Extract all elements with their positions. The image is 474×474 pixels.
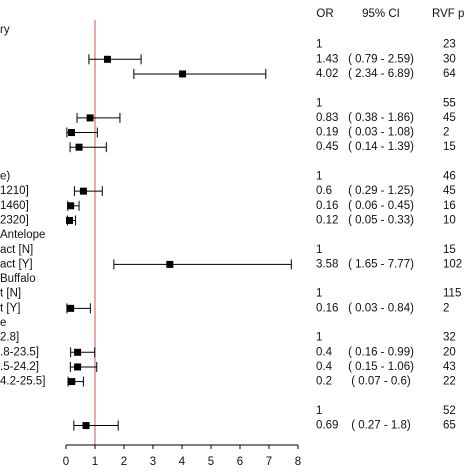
or-value: 0.69 <box>316 420 338 432</box>
ci-label: ( 0.79 - 2.59) <box>348 53 414 65</box>
or-marker <box>79 187 87 195</box>
or-value: 0.12 <box>316 214 338 226</box>
p-value: 45 <box>443 112 456 124</box>
x-tick-label: 5 <box>208 456 214 468</box>
or-value: 4.02 <box>316 68 338 80</box>
p-value: 32 <box>443 332 456 344</box>
or-value: 0.16 <box>316 200 338 212</box>
or-marker <box>82 422 90 430</box>
or-value: 1 <box>316 171 322 183</box>
ci-label: ( 0.14 - 1.39) <box>348 141 414 153</box>
p-value: 43 <box>443 361 456 373</box>
or-marker <box>67 304 75 312</box>
or-marker <box>103 55 111 63</box>
or-value: 1 <box>316 288 322 300</box>
or-value: 0.4 <box>316 361 333 373</box>
ci-label: ( 0.29 - 1.25) <box>348 185 414 197</box>
or-marker <box>166 260 174 268</box>
p-value: 10 <box>443 214 456 226</box>
or-value: 1.43 <box>316 53 338 65</box>
ci-label: ( 1.65 - 7.77) <box>348 258 414 270</box>
x-tick-label: 4 <box>179 456 186 468</box>
x-tick-label: 6 <box>237 456 243 468</box>
p-value: 23 <box>443 39 456 51</box>
or-marker <box>67 202 75 210</box>
p-value: 45 <box>443 185 456 197</box>
ci-label: ( 0.27 - 1.8) <box>351 420 411 432</box>
p-value: 2 <box>443 302 449 314</box>
p-value: 15 <box>443 141 456 153</box>
ci-label: ( 0.03 - 0.84) <box>348 302 414 314</box>
or-marker <box>74 363 82 371</box>
row-label: 4.2-25.5] <box>0 376 45 388</box>
row-label: 1210] <box>0 185 29 197</box>
p-value: 65 <box>443 420 456 432</box>
x-tick-label: 2 <box>121 456 127 468</box>
or-value: 1 <box>316 332 322 344</box>
x-tick-label: 7 <box>266 456 272 468</box>
x-tick-label: 0 <box>63 456 69 468</box>
or-value: 1 <box>316 244 322 256</box>
row-label: e <box>0 317 6 329</box>
p-value: 46 <box>443 171 456 183</box>
x-tick-label: 8 <box>295 456 301 468</box>
row-label: Buffalo <box>0 273 36 285</box>
column-header: 95% CI <box>362 8 400 20</box>
ci-label: ( 0.07 - 0.6) <box>351 376 411 388</box>
p-value: 20 <box>443 346 456 358</box>
row-label: Antelope <box>0 229 45 241</box>
or-value: 0.6 <box>316 185 332 197</box>
or-marker <box>179 70 187 78</box>
or-value: 0.4 <box>316 346 333 358</box>
or-value: 0.83 <box>316 112 338 124</box>
or-value: 1 <box>316 97 322 109</box>
row-label: 2.8] <box>0 332 19 344</box>
ci-label: ( 2.34 - 6.89) <box>348 68 414 80</box>
p-value: 30 <box>443 53 456 65</box>
or-marker <box>68 378 76 386</box>
column-header: OR <box>316 8 333 20</box>
row-label: ry <box>0 24 10 36</box>
p-value: 16 <box>443 200 456 212</box>
ci-label: ( 0.15 - 1.06) <box>348 361 414 373</box>
p-value: 115 <box>443 288 461 300</box>
row-label: e) <box>0 171 10 183</box>
ci-label: ( 0.38 - 1.86) <box>348 112 414 124</box>
row-label: 1460] <box>0 200 29 212</box>
row-label: act [Y] <box>0 258 33 270</box>
row-label: .5-24.2] <box>0 361 39 373</box>
p-value: 55 <box>443 97 456 109</box>
or-value: 0.19 <box>316 127 338 139</box>
p-value: 15 <box>443 244 456 256</box>
or-value: 3.58 <box>316 258 338 270</box>
p-value: 64 <box>443 68 456 80</box>
or-value: 1 <box>316 405 322 417</box>
or-value: 0.16 <box>316 302 338 314</box>
row-label: act [N] <box>0 244 33 256</box>
or-marker <box>68 129 76 137</box>
or-value: 0.45 <box>316 141 338 153</box>
p-value: 22 <box>443 376 456 388</box>
or-value: 0.2 <box>316 376 332 388</box>
ci-label: ( 0.06 - 0.45) <box>348 200 414 212</box>
row-label: .8-23.5] <box>0 346 39 358</box>
or-marker <box>74 348 82 356</box>
x-tick-label: 3 <box>150 456 156 468</box>
or-marker <box>75 143 83 151</box>
p-value: 102 <box>443 258 462 270</box>
ci-label: ( 0.03 - 1.08) <box>348 127 414 139</box>
or-value: 1 <box>316 39 322 51</box>
p-value: 2 <box>443 127 449 139</box>
or-marker <box>65 216 73 224</box>
row-label: t [N] <box>0 288 21 300</box>
column-header: RVF p <box>432 8 464 20</box>
x-tick-label: 1 <box>92 456 98 468</box>
or-marker <box>86 114 94 122</box>
p-value: 52 <box>443 405 456 417</box>
row-label: 2320] <box>0 214 29 226</box>
ci-label: ( 0.05 - 0.33) <box>348 214 414 226</box>
ci-label: ( 0.16 - 0.99) <box>348 346 414 358</box>
row-label: t [Y] <box>0 302 20 314</box>
